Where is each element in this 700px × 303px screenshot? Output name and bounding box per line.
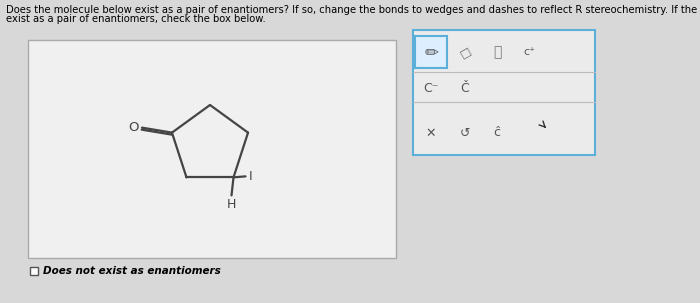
Text: I: I [248, 170, 252, 183]
Text: Č: Č [461, 82, 470, 95]
Bar [415, 36, 447, 68]
Bar [413, 30, 595, 155]
Text: exist as a pair of enantiomers, check the box below.: exist as a pair of enantiomers, check th… [6, 14, 266, 24]
Text: ◻: ◻ [456, 43, 473, 61]
Text: ↺: ↺ [460, 126, 470, 139]
Text: Does not exist as enantiomers: Does not exist as enantiomers [43, 266, 220, 276]
Text: c⁺: c⁺ [523, 47, 535, 57]
Text: ✏: ✏ [424, 43, 438, 61]
Text: ĉ: ĉ [494, 126, 500, 139]
Text: ✕: ✕ [426, 126, 436, 139]
Bar [30, 267, 38, 275]
Text: H: H [227, 198, 236, 211]
Text: O: O [129, 121, 139, 134]
Bar [28, 40, 396, 258]
Text: Does the molecule below exist as a pair of enantiomers? If so, change the bonds : Does the molecule below exist as a pair … [6, 5, 700, 15]
Text: C⁻: C⁻ [424, 82, 439, 95]
Text: ✋: ✋ [493, 45, 501, 59]
